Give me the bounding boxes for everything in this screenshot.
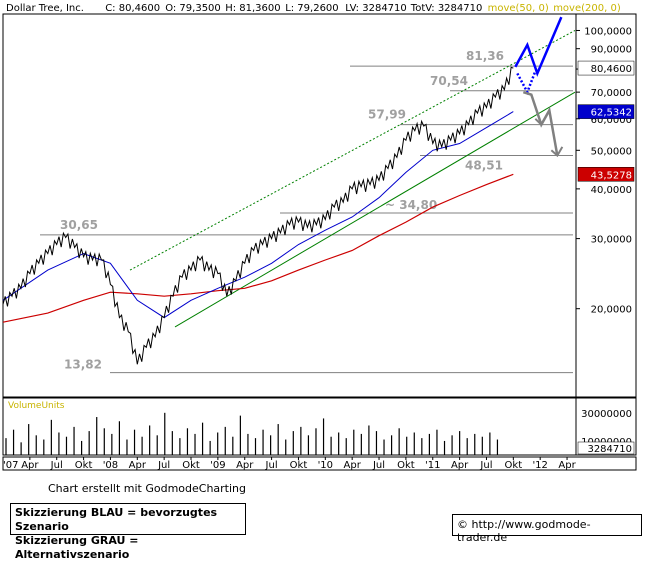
level-label: 13,82 (64, 358, 102, 372)
ma50-value-tag: 62,5342 (591, 108, 632, 119)
time-tick-label: '12 (532, 460, 547, 471)
total-volume-label: TotV: 3284710 (410, 3, 483, 14)
time-tick-label: Apr (344, 460, 362, 471)
scenario-legend: Skizzierung BLAU = bevorzugtes Szenario … (10, 503, 246, 561)
time-tick-label: Okt (505, 460, 523, 471)
time-tick-label: Jul (50, 460, 63, 471)
level-label: 48,51 (465, 159, 503, 173)
time-tick-label: '08 (103, 460, 118, 471)
price-tick-label: 30,0000 (591, 235, 632, 246)
blue-scenario-arrow (514, 16, 563, 77)
level-label: 57,99 (368, 108, 406, 122)
volume-tick-label: 30000000 (581, 409, 632, 420)
time-tick-label: Okt (290, 460, 308, 471)
high-label: H: 81,3600 (225, 3, 280, 14)
time-tick-label: '07 (3, 460, 18, 471)
copyright-icon: © (457, 518, 468, 531)
time-tick-label: Jul (265, 460, 278, 471)
time-tick-label: Apr (129, 460, 147, 471)
time-tick-label: Jul (479, 460, 492, 471)
ma200-line (2, 173, 514, 323)
time-tick-label: '11 (425, 460, 440, 471)
time-tick-label: Apr (558, 460, 576, 471)
volume-current-tag: 3284710 (587, 444, 632, 455)
open-label: O: 79,3500 (165, 3, 221, 14)
grey-arrowhead-2 (550, 146, 564, 158)
legend-blue-scenario: Skizzierung BLAU = bevorzugtes Szenario (15, 506, 218, 533)
time-axis-panel (2, 456, 637, 471)
time-tick-label: Jul (372, 460, 385, 471)
time-tick-label: Apr (236, 460, 254, 471)
volume-panel-title: VolumeUnits (8, 401, 65, 411)
level-label: 81,36 (466, 49, 504, 63)
time-tick-label: '09 (210, 460, 225, 471)
price-tick-label: 70,0000 (591, 88, 632, 99)
price-panel (2, 13, 637, 398)
volume-panel (2, 397, 637, 456)
ma200-legend: move(200, 0) (553, 3, 621, 14)
current-price-tag: 80,4600 (591, 64, 632, 75)
time-tick-label: Apr (21, 460, 39, 471)
price-tick-label: 60,0000 (591, 115, 632, 126)
time-tick-label: Jul (157, 460, 170, 471)
price-tick-label: 20,0000 (591, 305, 632, 316)
ma50-value-tag-bg (577, 104, 635, 119)
volume-current-tag-bg (577, 441, 635, 455)
time-tick-label: '10 (318, 460, 333, 471)
level-label: ~ 34,80 (385, 198, 437, 212)
level-label: 70,54 (430, 74, 468, 88)
ma50-line (2, 111, 514, 319)
current-price-tag-bg (577, 60, 635, 76)
chart-credit: Chart erstellt mit GodmodeCharting (48, 482, 246, 495)
time-tick-label: Okt (75, 460, 93, 471)
price-tick-label: 40,0000 (591, 185, 632, 196)
upper-trend-channel (129, 30, 576, 271)
stock-chart: Dollar Tree, Inc. C: 80,4600 O: 79,3500 H: … (2, 3, 637, 471)
ma50-legend: move(50, 0) (488, 3, 549, 14)
grey-arrowhead-1 (534, 115, 548, 127)
ticker-label: Dollar Tree, Inc. (6, 3, 84, 14)
low-label: L: 79,2600 (285, 3, 338, 14)
price-tick-label: 50,0000 (591, 146, 632, 157)
time-tick-label: Apr (451, 460, 469, 471)
lower-trend-line (174, 91, 576, 328)
time-tick-label: Okt (397, 460, 415, 471)
close-label: C: 80,4600 (105, 3, 160, 14)
legend-grey-scenario: Skizzierung GRAU = Alternativszenario (15, 534, 139, 561)
time-tick-label: Okt (182, 460, 200, 471)
level-label: 30,65 (60, 218, 98, 232)
price-tick-label: 90,0000 (591, 45, 632, 56)
website-box[interactable]: © http://www.godmode-trader.de (452, 514, 642, 544)
ma200-value-tag-bg (577, 167, 635, 182)
last-volume-label: LV: 3284710 (345, 3, 407, 14)
ma200-value-tag: 43,5278 (591, 170, 632, 181)
price-tick-label: 100,0000 (584, 26, 632, 37)
price-line (2, 66, 514, 365)
website-link[interactable]: http://www.godmode-trader.de (457, 518, 591, 544)
